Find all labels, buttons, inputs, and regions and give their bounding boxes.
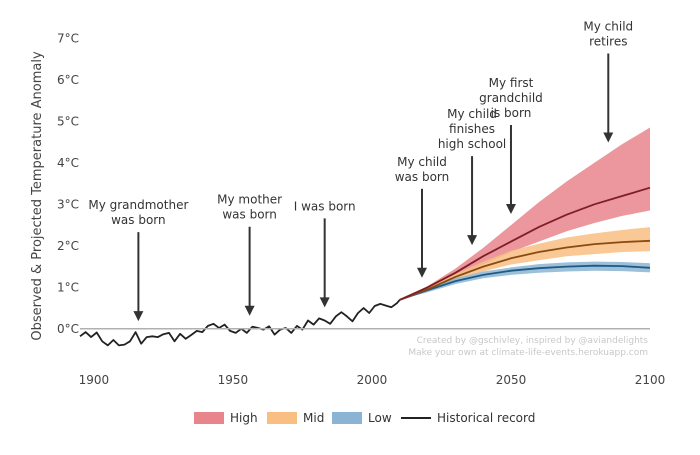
annotation-label: finishes — [449, 122, 495, 136]
y-tick-label: 3°C — [57, 197, 79, 211]
annotation-label: was born — [395, 170, 450, 184]
legend-label: Mid — [303, 411, 324, 425]
legend[interactable]: High Mid Low Historical record — [194, 411, 535, 425]
annotation-arrow-head — [505, 204, 516, 215]
annotation-arrow-head — [133, 311, 144, 322]
legend-swatch — [194, 412, 224, 424]
series-lines — [79, 186, 651, 347]
legend-item-mid[interactable]: Mid — [267, 411, 324, 425]
credit-text: Created by @gschivley, inspired by @avia… — [417, 336, 649, 346]
annotation: I was born — [294, 199, 356, 308]
y-tick-label: 0°C — [57, 322, 79, 336]
legend-item-historical[interactable]: Historical record — [401, 411, 535, 425]
x-tick-label: 2100 — [635, 373, 666, 387]
line-historical — [79, 299, 401, 347]
annotation-arrow-head — [319, 297, 330, 308]
annotation-label: is born — [491, 106, 532, 120]
x-tick-label: 2050 — [496, 373, 527, 387]
line-high — [399, 186, 651, 301]
credits: Created by @gschivley, inspired by @avia… — [408, 336, 648, 358]
annotation-arrow-head — [603, 132, 614, 143]
y-tick-label: 4°C — [57, 156, 79, 170]
annotation-label: high school — [438, 137, 506, 151]
projection-bands — [399, 127, 650, 300]
y-tick-label: 6°C — [57, 73, 79, 87]
axes: 0°C 1°C 2°C 3°C 4°C 5°C 6°C 7°C 1900 1950 2000 2050… — [30, 31, 665, 387]
legend-swatch — [332, 412, 362, 424]
annotation-label: My mother — [217, 193, 282, 207]
line-low — [399, 264, 651, 301]
annotation-label: grandchild — [479, 91, 543, 105]
x-tick-label: 1900 — [79, 373, 110, 387]
annotation-label: My grandmother — [88, 198, 188, 212]
line-mid — [399, 239, 651, 301]
y-tick-label: 7°C — [57, 31, 79, 45]
annotation-label: was born — [111, 213, 166, 227]
annotation-label: I was born — [294, 199, 356, 213]
credit-text: Make your own at climate-life-events.her… — [408, 348, 648, 358]
annotation-arrow-head — [244, 305, 255, 316]
annotation-label: My child — [583, 19, 633, 33]
annotation-label: My child — [447, 107, 497, 121]
annotation-label: retires — [589, 34, 627, 48]
y-axis-label: Observed & Projected Temperature Anomaly — [30, 51, 45, 341]
y-tick-label: 2°C — [57, 239, 79, 253]
y-tick-label: 1°C — [57, 280, 79, 294]
legend-item-high[interactable]: High — [194, 411, 258, 425]
legend-label: Low — [368, 411, 392, 425]
annotation-arrow-head — [417, 267, 427, 278]
annotation-label: was born — [222, 208, 277, 222]
annotation-label: My first — [489, 76, 534, 90]
legend-swatch — [267, 412, 297, 424]
y-tick-label: 5°C — [57, 114, 79, 128]
legend-label: Historical record — [437, 411, 535, 425]
band-high — [399, 127, 650, 300]
x-tick-label: 1950 — [218, 373, 249, 387]
annotation-label: My child — [397, 155, 447, 169]
x-tick-label: 2000 — [357, 373, 388, 387]
legend-label: High — [230, 411, 258, 425]
legend-item-low[interactable]: Low — [332, 411, 392, 425]
annotation-arrow-head — [467, 235, 478, 246]
